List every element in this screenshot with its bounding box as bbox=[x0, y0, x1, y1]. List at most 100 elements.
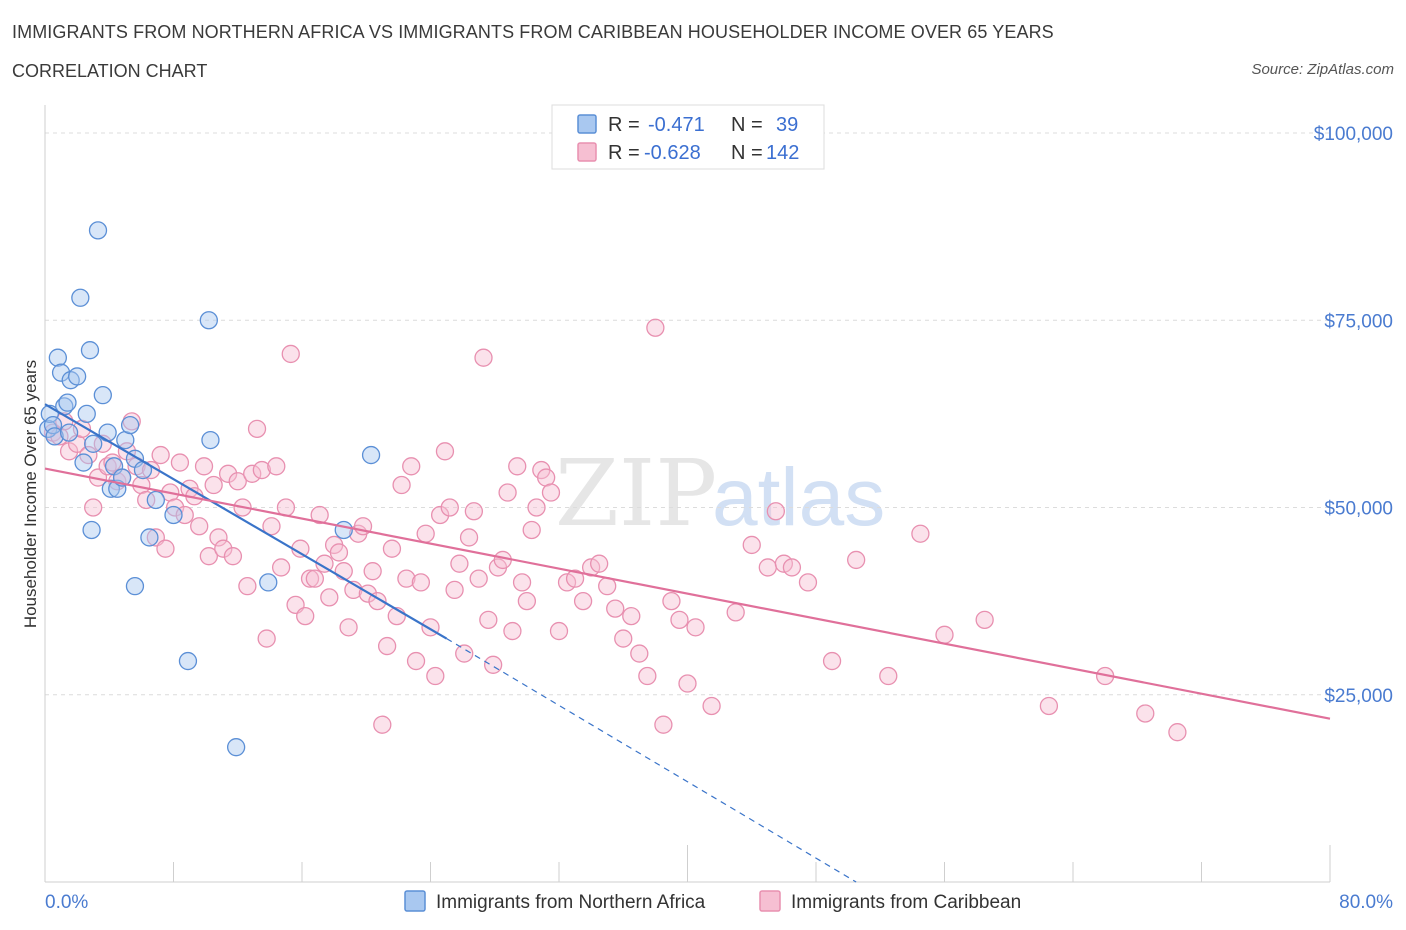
caribbean-point bbox=[137, 490, 156, 510]
caribbean-point bbox=[435, 442, 455, 461]
caribbean-point bbox=[527, 498, 546, 517]
caribbean-point bbox=[590, 554, 609, 573]
northern-africa-point bbox=[164, 505, 183, 525]
legend-n-value: 39 bbox=[776, 114, 798, 136]
bottom-legend-swatch-blue bbox=[404, 890, 426, 912]
caribbean-point bbox=[411, 573, 431, 592]
northern-africa-point bbox=[361, 445, 381, 465]
northern-africa-point bbox=[120, 415, 140, 435]
northern-africa-point bbox=[140, 528, 159, 547]
northern-africa-point bbox=[71, 288, 90, 307]
caribbean-point bbox=[271, 558, 291, 577]
caribbean-point bbox=[151, 445, 170, 465]
caribbean-point bbox=[84, 498, 103, 517]
caribbean-point bbox=[310, 505, 329, 525]
caribbean-point bbox=[879, 666, 898, 686]
y-tick-label: $50,000 bbox=[1324, 499, 1393, 520]
caribbean-point bbox=[300, 569, 320, 588]
northern-africa-point bbox=[334, 520, 353, 540]
legend-r-label: R = bbox=[608, 114, 640, 136]
legend-n-label: N = bbox=[731, 114, 763, 136]
northern-africa-point bbox=[58, 393, 77, 412]
legend-r-label: R = bbox=[608, 142, 640, 164]
caribbean-point bbox=[257, 629, 276, 648]
caribbean-point bbox=[742, 535, 761, 555]
caribbean-point bbox=[670, 610, 689, 629]
x-ticks bbox=[173, 845, 1331, 882]
grid bbox=[45, 132, 1330, 696]
northern-africa-point bbox=[59, 423, 79, 442]
caribbean-point bbox=[522, 520, 541, 540]
caribbean-point bbox=[397, 569, 416, 588]
y-tick-label: $75,000 bbox=[1324, 311, 1393, 332]
caribbean-point bbox=[209, 528, 228, 547]
northern-africa-point bbox=[74, 453, 93, 472]
northern-africa-point bbox=[178, 651, 198, 671]
northern-africa-point bbox=[77, 404, 96, 424]
caribbean-point bbox=[464, 502, 484, 521]
caribbean-point bbox=[455, 644, 474, 663]
caribbean-point bbox=[199, 547, 218, 566]
caribbean-point bbox=[847, 550, 866, 570]
caribbean-point bbox=[654, 715, 673, 734]
northern-africa-point bbox=[125, 576, 145, 596]
legend-n-label: N = bbox=[731, 142, 763, 164]
source-label: Source: ZipAtlas.com bbox=[1251, 61, 1394, 78]
x-tick-label-max: 80.0% bbox=[1339, 892, 1393, 913]
caribbean-point bbox=[373, 715, 392, 734]
caribbean-point bbox=[975, 610, 994, 629]
caribbean-point bbox=[758, 558, 777, 577]
northern-africa-point bbox=[67, 367, 87, 386]
legend-n-value: 142 bbox=[766, 142, 799, 164]
caribbean-point bbox=[450, 554, 469, 573]
northern-africa-point bbox=[201, 430, 220, 450]
caribbean-point bbox=[305, 569, 325, 588]
caribbean-point bbox=[503, 621, 522, 641]
caribbean-point bbox=[382, 539, 402, 558]
caribbean-point bbox=[573, 591, 593, 611]
caribbean-point bbox=[334, 562, 353, 581]
bottom-legend-swatch-pink bbox=[759, 890, 781, 912]
caribbean-point bbox=[363, 562, 382, 581]
caribbean-point bbox=[426, 666, 445, 686]
watermark-atlas: atlas bbox=[712, 452, 885, 543]
northern-africa-point bbox=[93, 385, 112, 405]
caribbean-point bbox=[228, 472, 247, 491]
watermark: ZIP atlas bbox=[555, 440, 885, 547]
caribbean-point bbox=[614, 629, 633, 648]
caribbean-point bbox=[243, 464, 262, 483]
legend-swatch-blue bbox=[577, 114, 597, 134]
caribbean-point bbox=[377, 636, 397, 656]
caribbean-point bbox=[315, 554, 334, 573]
caribbean-point bbox=[798, 573, 818, 592]
caribbean-point bbox=[190, 517, 209, 536]
y-tick-label: $100,000 bbox=[1314, 124, 1393, 145]
caribbean-point bbox=[445, 580, 464, 600]
caribbean-point bbox=[479, 610, 498, 629]
legend-swatch-pink bbox=[577, 142, 597, 162]
caribbean-point bbox=[440, 498, 459, 517]
caribbean-point bbox=[622, 606, 641, 626]
y-axis-title: Householder Income Over 65 years bbox=[21, 360, 40, 628]
caribbean-point bbox=[459, 528, 479, 547]
caribbean-point bbox=[726, 603, 745, 622]
caribbean-point bbox=[402, 457, 421, 476]
northern-africa-trend-line bbox=[44, 403, 448, 640]
caribbean-point bbox=[517, 591, 537, 611]
caribbean-point bbox=[1136, 704, 1155, 723]
northern-africa-point bbox=[48, 348, 67, 367]
caribbean-point bbox=[1039, 696, 1059, 716]
caribbean-point bbox=[678, 674, 697, 693]
caribbean-point bbox=[252, 460, 271, 480]
caribbean-point bbox=[541, 483, 561, 502]
caribbean-point bbox=[483, 655, 503, 674]
caribbean-point bbox=[262, 517, 281, 536]
caribbean-point bbox=[392, 475, 411, 495]
caribbean-point bbox=[416, 524, 435, 543]
caribbean-point bbox=[782, 558, 802, 577]
caribbean-point bbox=[766, 502, 785, 521]
caribbean-point bbox=[406, 651, 426, 671]
caribbean-point bbox=[247, 419, 267, 439]
legend: R = -0.471 N = 39 R = -0.628 N = 142 bbox=[551, 104, 825, 170]
